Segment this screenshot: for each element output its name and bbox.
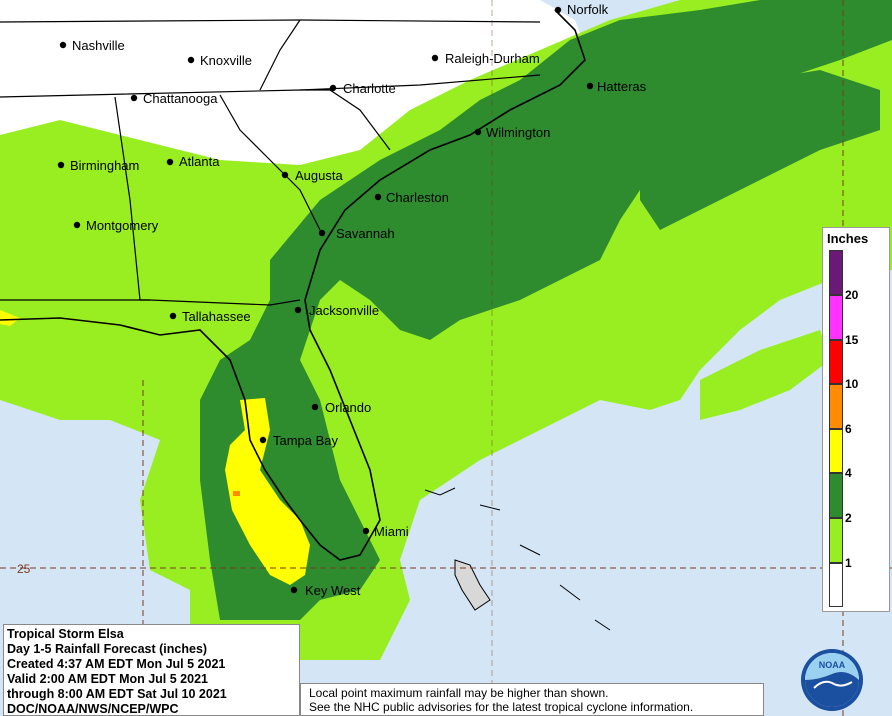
city-marker-raleigh-durham: [431, 54, 439, 62]
city-marker-savannah: [318, 229, 326, 237]
legend-swatch-15-20: [829, 295, 843, 340]
city-label-knoxville: Knoxville: [200, 53, 252, 68]
city-label-montgomery: Montgomery: [86, 218, 159, 233]
city-label-atlanta: Atlanta: [179, 154, 220, 169]
city-label-raleigh-durham: Raleigh-Durham: [445, 51, 540, 66]
agency-credit: DOC/NOAA/NWS/NCEP/WPC: [7, 702, 179, 716]
city-label-orlando: Orlando: [325, 400, 371, 415]
advisory-note-box: Local point maximum rainfall may be high…: [300, 683, 764, 716]
bahamas-island-2: [424, 487, 611, 631]
legend-swatch-2-4: [829, 473, 843, 518]
city-label-savannah: Savannah: [336, 226, 395, 241]
city-label-chattanooga: Chattanooga: [143, 91, 218, 106]
city-marker-nashville: [59, 41, 67, 49]
valid-time: Valid 2:00 AM EDT Mon Jul 5 2021: [7, 672, 208, 686]
legend-swatch-0-1: [829, 563, 843, 607]
city-marker-orlando: [311, 403, 319, 411]
note-line-2: See the NHC public advisories for the la…: [309, 700, 694, 714]
city-marker-augusta: [281, 171, 289, 179]
city-marker-wilmington: [474, 128, 482, 136]
city-label-tallahassee: Tallahassee: [182, 309, 251, 324]
legend-tick-6: 6: [845, 422, 852, 436]
city-marker-tallahassee: [169, 312, 177, 320]
city-marker-chattanooga: [130, 94, 138, 102]
city-marker-jacksonville: [294, 306, 302, 314]
city-marker-hatteras: [586, 82, 594, 90]
legend-swatch-1-2: [829, 518, 843, 563]
rainfall-legend: Inches 20 15 10 6 4 2 1: [822, 227, 890, 612]
city-label-nashville: Nashville: [72, 38, 125, 53]
city-label-wilmington: Wilmington: [486, 125, 550, 140]
city-label-charlotte: Charlotte: [343, 81, 396, 96]
legend-tick-4: 4: [845, 466, 852, 480]
rain-2in-area-ne: [640, 70, 880, 230]
city-label-norfolk: Norfolk: [567, 2, 609, 17]
rain-4in-area-swfl: [225, 398, 310, 585]
city-label-birmingham: Birmingham: [70, 158, 139, 173]
legend-tick-1: 1: [845, 556, 852, 570]
city-label-miami: Miami: [374, 524, 409, 539]
city-marker-tampa-bay: [259, 436, 267, 444]
legend-title: Inches: [827, 231, 869, 246]
rain-1in-area-east: [700, 330, 830, 420]
city-label-tampa-bay: Tampa Bay: [273, 433, 339, 448]
city-label-jacksonville: Jacksonville: [309, 303, 379, 318]
legend-swatch-20-plus: [829, 250, 843, 295]
city-marker-miami: [362, 527, 370, 535]
legend-swatch-10-15: [829, 340, 843, 384]
legend-tick-10: 10: [845, 377, 859, 391]
through-time: through 8:00 AM EDT Sat Jul 10 2021: [7, 687, 227, 701]
note-line-1: Local point maximum rainfall may be high…: [309, 686, 609, 700]
city-marker-charlotte: [329, 84, 337, 92]
legend-tick-20: 20: [845, 288, 859, 302]
noaa-logo: NOAA: [801, 649, 863, 711]
city-marker-atlanta: [166, 158, 174, 166]
legend-tick-2: 2: [845, 511, 852, 525]
city-marker-montgomery: [73, 221, 81, 229]
state-borders: [0, 19, 541, 306]
latitude-label: 25: [17, 562, 31, 576]
city-marker-key-west: [290, 586, 298, 594]
city-label-key-west: Key West: [305, 583, 361, 598]
legend-swatch-6-10: [829, 384, 843, 429]
city-marker-charleston: [374, 193, 382, 201]
forecast-info-box: Tropical Storm Elsa Day 1-5 Rainfall For…: [3, 624, 300, 716]
rain-6in-spot: [233, 491, 240, 496]
city-markers: Nashville Knoxville Chattanooga Charlott…: [57, 2, 647, 598]
svg-text:NOAA: NOAA: [819, 660, 846, 670]
created-time: Created 4:37 AM EDT Mon Jul 5 2021: [7, 657, 226, 671]
legend-tick-15: 15: [845, 333, 859, 347]
rain-4in-area-panhandle: [0, 310, 20, 326]
city-marker-birmingham: [57, 161, 65, 169]
city-label-hatteras: Hatteras: [597, 79, 647, 94]
storm-name: Tropical Storm Elsa: [7, 627, 124, 641]
city-marker-norfolk: [554, 6, 562, 14]
city-label-augusta: Augusta: [295, 168, 343, 183]
forecast-title: Day 1-5 Rainfall Forecast (inches): [7, 642, 208, 656]
city-marker-knoxville: [187, 56, 195, 64]
city-label-charleston: Charleston: [386, 190, 449, 205]
legend-swatch-4-6: [829, 429, 843, 473]
